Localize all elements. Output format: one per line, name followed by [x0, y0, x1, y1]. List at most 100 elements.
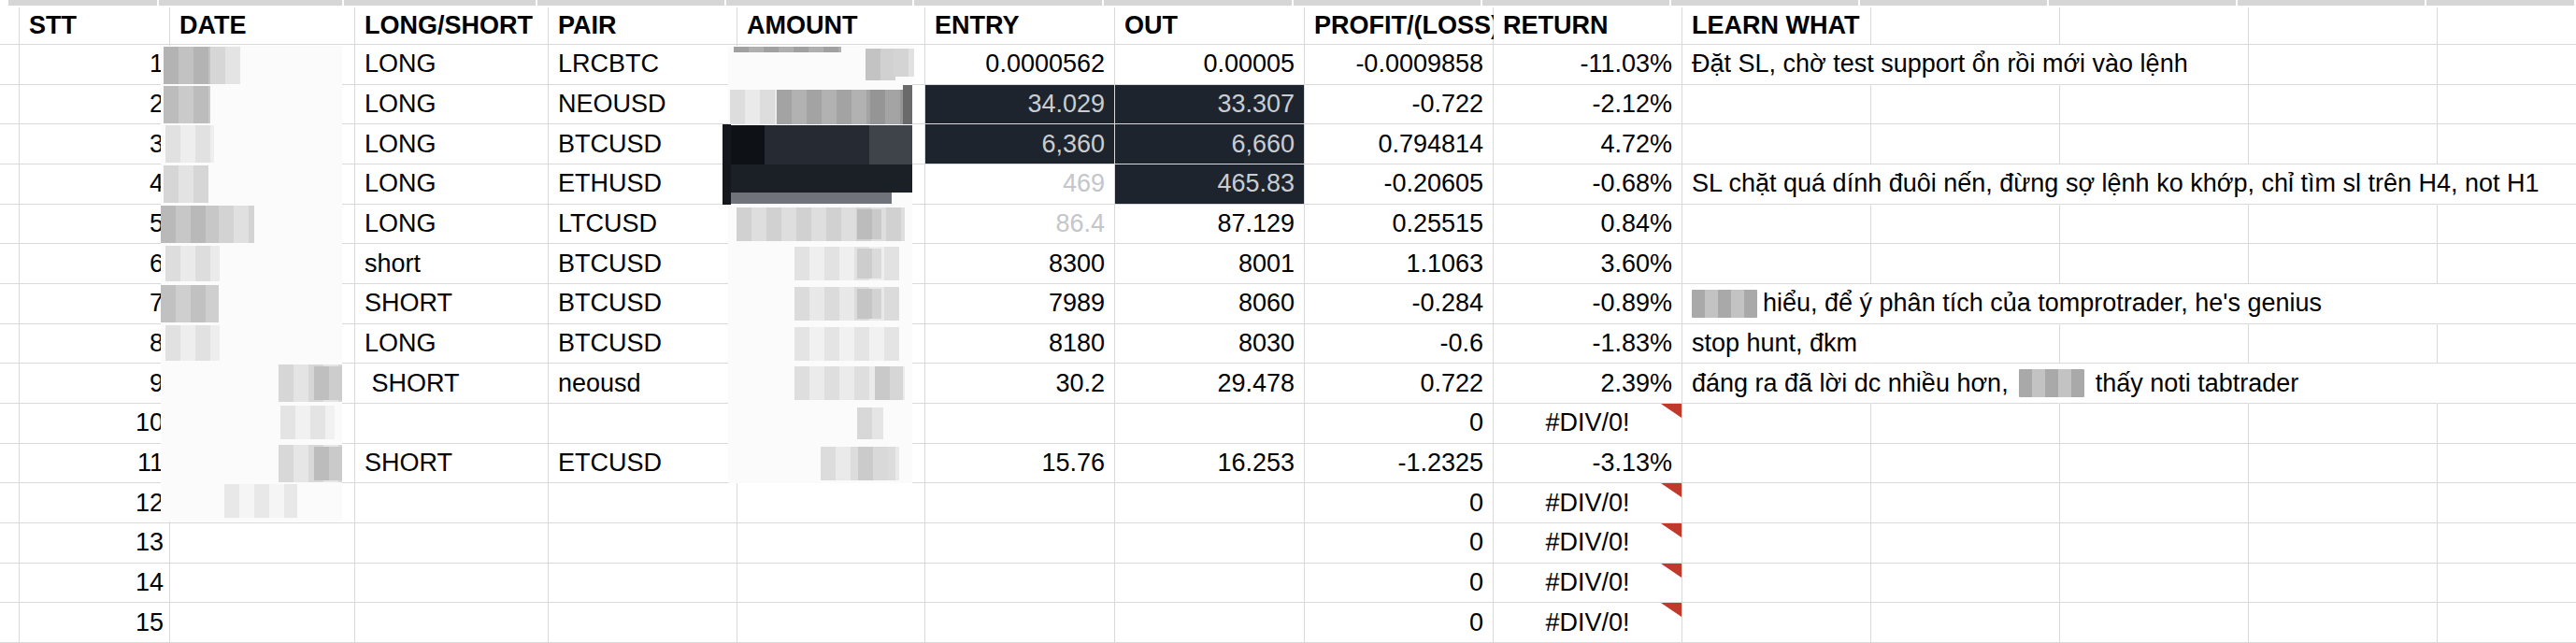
- cell-return-r13[interactable]: #DIV/0!: [1494, 523, 1682, 564]
- cell-stt-r12[interactable]: 12: [20, 483, 170, 523]
- cell-longshort-r11[interactable]: SHORT: [355, 444, 549, 484]
- cell-pair-r14[interactable]: [549, 564, 737, 604]
- cell-stt-r14[interactable]: 14: [20, 564, 170, 604]
- cell-stt-r10[interactable]: 10: [20, 404, 170, 444]
- cell-gutter-r12[interactable]: [0, 483, 20, 523]
- cell-entry-r1[interactable]: 0.0000562: [925, 45, 1115, 85]
- cell-profit-r11[interactable]: -1.2325: [1305, 444, 1494, 484]
- cell-learn-r1[interactable]: Đặt SL, chờ test support ổn rồi mới vào …: [1682, 45, 1871, 85]
- cell-return-r10[interactable]: #DIV/0!: [1494, 404, 1682, 444]
- cell-extra4-r8[interactable]: [2438, 324, 2576, 364]
- cell-stt-r13[interactable]: 13: [20, 523, 170, 564]
- cell-pair-r9[interactable]: neousd: [549, 364, 737, 404]
- cell-out-r3[interactable]: 6,660: [1115, 124, 1305, 164]
- cell-profit-r10[interactable]: 0: [1305, 404, 1494, 444]
- cell-pair-r8[interactable]: BTCUSD: [549, 324, 737, 364]
- cell-extra1-r5[interactable]: [1871, 205, 2060, 245]
- cell-learn-r5[interactable]: [1682, 205, 1871, 245]
- header-cell-extra1[interactable]: [1871, 7, 2060, 45]
- header-cell-date[interactable]: DATE: [170, 7, 355, 45]
- cell-out-r7[interactable]: 8060: [1115, 284, 1305, 324]
- cell-gutter-r14[interactable]: [0, 564, 20, 604]
- header-cell-extra4[interactable]: [2438, 7, 2576, 45]
- cell-pair-r10[interactable]: [549, 404, 737, 444]
- cell-entry-r11[interactable]: 15.76: [925, 444, 1115, 484]
- cell-extra3-r10[interactable]: [2249, 404, 2438, 444]
- cell-extra3-r15[interactable]: [2249, 603, 2438, 643]
- cell-stt-r7[interactable]: 7: [20, 284, 170, 324]
- header-cell-entry[interactable]: ENTRY: [925, 7, 1115, 45]
- cell-stt-r8[interactable]: 8: [20, 324, 170, 364]
- cell-extra4-r13[interactable]: [2438, 523, 2576, 564]
- cell-stt-r15[interactable]: 15: [20, 603, 170, 643]
- header-cell-stt[interactable]: STT: [20, 7, 170, 45]
- cell-out-r15[interactable]: [1115, 603, 1305, 643]
- cell-extra3-r3[interactable]: [2249, 124, 2438, 164]
- cell-gutter-r2[interactable]: [0, 85, 20, 125]
- cell-return-r2[interactable]: -2.12%: [1494, 85, 1682, 125]
- cell-out-r5[interactable]: 87.129: [1115, 205, 1305, 245]
- cell-date-r15[interactable]: [170, 603, 355, 643]
- cell-extra1-r11[interactable]: [1871, 444, 2060, 484]
- cell-out-r10[interactable]: [1115, 404, 1305, 444]
- cell-extra1-r2[interactable]: [1871, 85, 2060, 125]
- cell-extra2-r14[interactable]: [2060, 564, 2249, 604]
- cell-extra2-r8[interactable]: [2060, 324, 2249, 364]
- cell-out-r4[interactable]: 465.83: [1115, 164, 1305, 205]
- cell-profit-r15[interactable]: 0: [1305, 603, 1494, 643]
- cell-pair-r4[interactable]: ETHUSD: [549, 164, 737, 205]
- cell-extra2-r12[interactable]: [2060, 483, 2249, 523]
- cell-entry-r4[interactable]: 469: [925, 164, 1115, 205]
- cell-entry-r14[interactable]: [925, 564, 1115, 604]
- cell-stt-r2[interactable]: 2: [20, 85, 170, 125]
- cell-learn-r7[interactable]: hiểu, để ý phân tích của tomprotrader, h…: [1682, 284, 1871, 324]
- cell-extra4-r10[interactable]: [2438, 404, 2576, 444]
- cell-pair-r7[interactable]: BTCUSD: [549, 284, 737, 324]
- cell-extra4-r6[interactable]: [2438, 244, 2576, 284]
- cell-longshort-r12[interactable]: [355, 483, 549, 523]
- cell-extra4-r12[interactable]: [2438, 483, 2576, 523]
- cell-return-r11[interactable]: -3.13%: [1494, 444, 1682, 484]
- header-cell-gutter[interactable]: [0, 7, 20, 45]
- header-cell-learn[interactable]: LEARN WHAT: [1682, 7, 1871, 45]
- cell-profit-r14[interactable]: 0: [1305, 564, 1494, 604]
- cell-pair-r12[interactable]: [549, 483, 737, 523]
- cell-gutter-r13[interactable]: [0, 523, 20, 564]
- cell-longshort-r15[interactable]: [355, 603, 549, 643]
- cell-gutter-r5[interactable]: [0, 205, 20, 245]
- cell-out-r2[interactable]: 33.307: [1115, 85, 1305, 125]
- cell-entry-r3[interactable]: 6,360: [925, 124, 1115, 164]
- cell-longshort-r5[interactable]: LONG: [355, 205, 549, 245]
- cell-return-r12[interactable]: #DIV/0!: [1494, 483, 1682, 523]
- cell-longshort-r4[interactable]: LONG: [355, 164, 549, 205]
- cell-gutter-r4[interactable]: [0, 164, 20, 205]
- cell-stt-r9[interactable]: 9: [20, 364, 170, 404]
- cell-out-r13[interactable]: [1115, 523, 1305, 564]
- cell-longshort-r7[interactable]: SHORT: [355, 284, 549, 324]
- cell-date-r14[interactable]: [170, 564, 355, 604]
- cell-extra2-r3[interactable]: [2060, 124, 2249, 164]
- cell-return-r5[interactable]: 0.84%: [1494, 205, 1682, 245]
- cell-return-r15[interactable]: #DIV/0!: [1494, 603, 1682, 643]
- cell-pair-r1[interactable]: LRCBTC: [549, 45, 737, 85]
- cell-extra4-r14[interactable]: [2438, 564, 2576, 604]
- cell-profit-r6[interactable]: 1.1063: [1305, 244, 1494, 284]
- cell-extra3-r11[interactable]: [2249, 444, 2438, 484]
- cell-gutter-r6[interactable]: [0, 244, 20, 284]
- cell-entry-r5[interactable]: 86.4: [925, 205, 1115, 245]
- cell-return-r8[interactable]: -1.83%: [1494, 324, 1682, 364]
- cell-out-r8[interactable]: 8030: [1115, 324, 1305, 364]
- cell-extra4-r1[interactable]: [2438, 45, 2576, 85]
- cell-gutter-r15[interactable]: [0, 603, 20, 643]
- cell-gutter-r3[interactable]: [0, 124, 20, 164]
- cell-longshort-r2[interactable]: LONG: [355, 85, 549, 125]
- cell-extra4-r3[interactable]: [2438, 124, 2576, 164]
- cell-extra4-r15[interactable]: [2438, 603, 2576, 643]
- cell-pair-r2[interactable]: NEOUSD: [549, 85, 737, 125]
- cell-return-r9[interactable]: 2.39%: [1494, 364, 1682, 404]
- header-cell-pair[interactable]: PAIR: [549, 7, 737, 45]
- cell-stt-r4[interactable]: 4: [20, 164, 170, 205]
- cell-extra2-r11[interactable]: [2060, 444, 2249, 484]
- cell-return-r3[interactable]: 4.72%: [1494, 124, 1682, 164]
- cell-entry-r8[interactable]: 8180: [925, 324, 1115, 364]
